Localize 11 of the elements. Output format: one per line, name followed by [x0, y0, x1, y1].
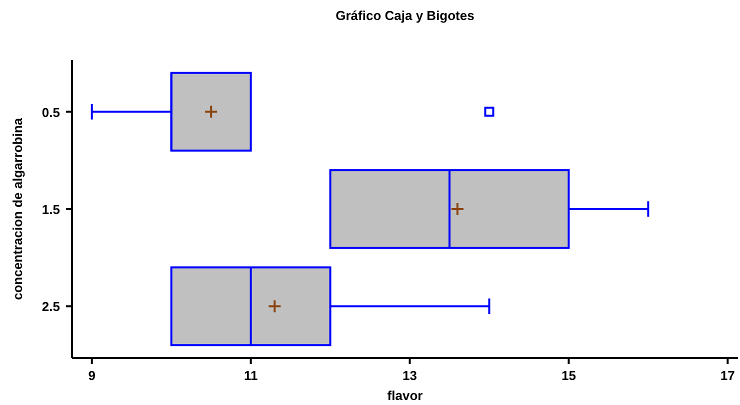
x-tick-label: 17 [720, 368, 735, 383]
y-axis-title: concentracion de algarrobina [10, 117, 25, 300]
x-tick-label: 9 [88, 368, 96, 383]
chart-title: Gráfico Caja y Bigotes [336, 8, 474, 23]
y-tick-label: 0.5 [42, 104, 60, 120]
x-axis-title: flavor [387, 388, 423, 403]
y-tick-label: 2.5 [42, 299, 60, 314]
x-tick-label: 11 [244, 368, 258, 383]
x-tick-label: 13 [402, 368, 418, 383]
x-tick-label: 15 [561, 368, 576, 383]
y-tick-label: 1.5 [42, 202, 60, 217]
